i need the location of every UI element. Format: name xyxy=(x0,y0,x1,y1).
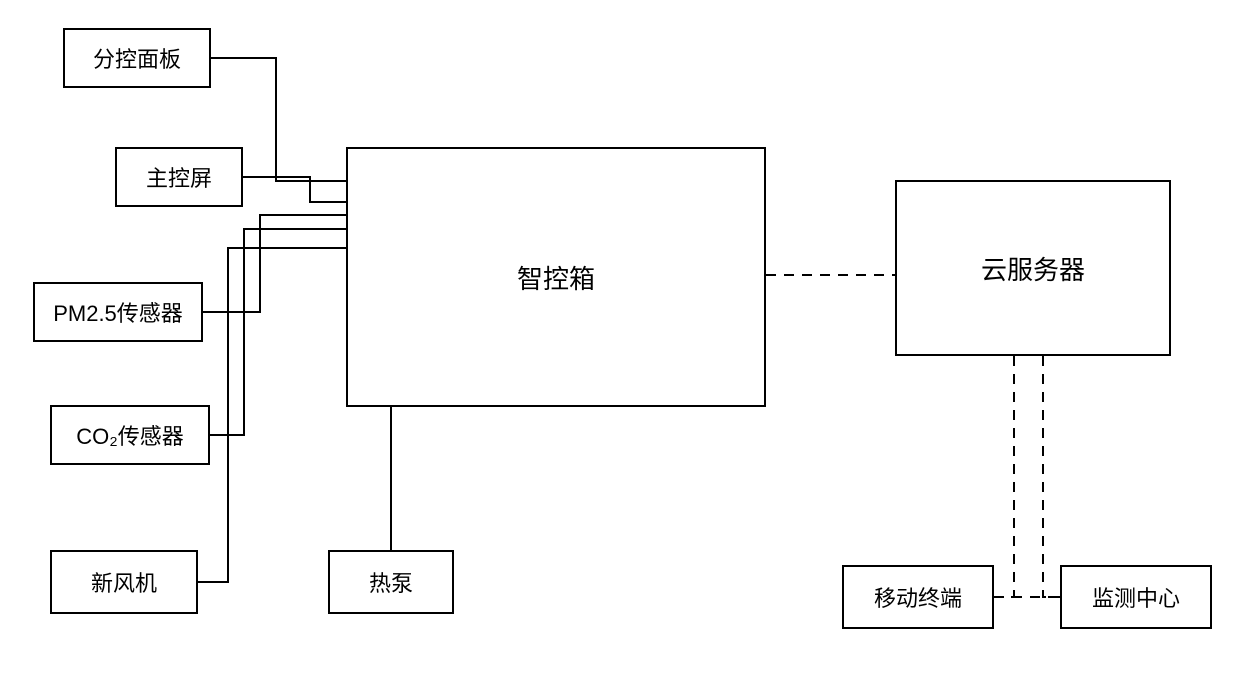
node-smart-box: 智控箱 xyxy=(346,147,766,407)
node-cloud-server: 云服务器 xyxy=(895,180,1171,356)
node-sub-panel: 分控面板 xyxy=(63,28,211,88)
node-label: 分控面板 xyxy=(93,42,181,74)
node-label: 热泵 xyxy=(369,566,413,598)
node-label: 新风机 xyxy=(91,566,157,598)
node-co2-sensor: CO₂传感器 xyxy=(50,405,210,465)
node-fresh-air: 新风机 xyxy=(50,550,198,614)
node-label: 监测中心 xyxy=(1092,581,1180,613)
node-label: 智控箱 xyxy=(517,259,595,296)
node-label: CO₂传感器 xyxy=(76,419,184,451)
node-label: 主控屏 xyxy=(146,161,212,193)
node-label: 云服务器 xyxy=(981,250,1085,287)
node-main-screen: 主控屏 xyxy=(115,147,243,207)
node-label: PM2.5传感器 xyxy=(53,296,183,328)
node-heat-pump: 热泵 xyxy=(328,550,454,614)
node-pm25-sensor: PM2.5传感器 xyxy=(33,282,203,342)
node-monitor-center: 监测中心 xyxy=(1060,565,1212,629)
node-mobile-terminal: 移动终端 xyxy=(842,565,994,629)
node-label: 移动终端 xyxy=(874,581,962,613)
